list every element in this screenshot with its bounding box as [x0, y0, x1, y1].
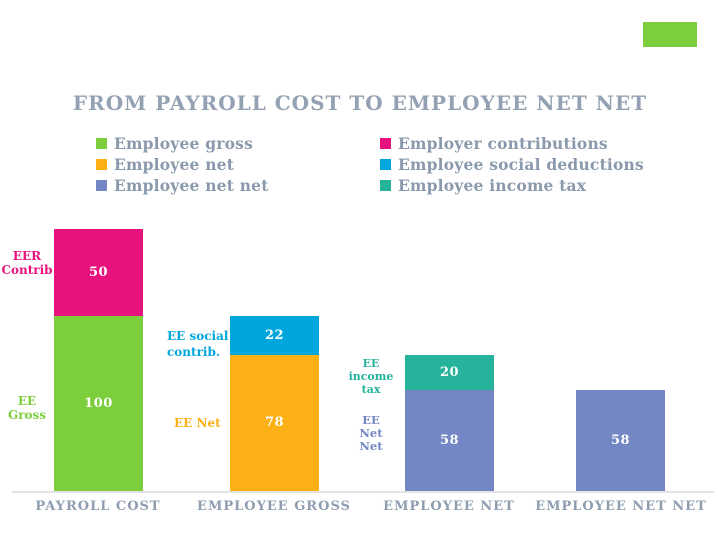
legend-label: Employee social deductions [398, 155, 644, 174]
legend: Employee gross Employee net Employee net… [0, 133, 720, 197]
legend-column-left: Employee gross Employee net Employee net… [96, 133, 269, 196]
annotation-eer-contrib: EER Contrib [0, 249, 54, 277]
annotation-line: EE [362, 357, 380, 370]
legend-label: Employee net net [114, 176, 269, 195]
segment-value-label: 20 [439, 364, 460, 380]
accent-rectangle [643, 22, 697, 47]
x-axis-label-employee-net-net: EMPLOYEE NET NET [535, 499, 707, 514]
legend-label: Employer contributions [398, 134, 608, 153]
legend-swatch-employee-net-net [96, 180, 107, 191]
annotation-line: EE [362, 413, 380, 427]
x-axis-label-payroll-cost: PAYROLL COST [35, 499, 161, 514]
segment-value-label: 100 [84, 396, 113, 411]
annotation-line: Gross [7, 408, 47, 422]
chart-title: FROM PAYROLL COST TO EMPLOYEE NET NET [72, 91, 648, 115]
legend-column-right: Employer contributions Employee social d… [380, 133, 644, 196]
x-axis-label-employee-gross: EMPLOYEE GROSS [197, 499, 351, 514]
annotation-line: Net [359, 439, 383, 453]
legend-item-employer-contributions: Employer contributions [380, 133, 644, 154]
annotation-ee-net-net: EE Net Net [348, 414, 394, 453]
segment-value-label: 78 [264, 415, 285, 431]
bar-segment-employee-social-deductions: 22 [230, 316, 319, 355]
bar-segment-employee-net-net: 58 [576, 389, 665, 491]
annotation-line: Contrib [1, 263, 53, 277]
bar-segment-employee-income-tax: 20 [405, 354, 494, 390]
legend-swatch-employer-contributions [380, 138, 391, 149]
annotation-line: contrib. [167, 345, 221, 359]
annotation-line: EER [12, 249, 42, 263]
legend-swatch-employee-gross [96, 138, 107, 149]
bar-segment-employer-contributions: 50 [54, 228, 143, 316]
legend-item-employee-net: Employee net [96, 154, 269, 175]
annotation-line: EE Net [174, 416, 221, 430]
annotation-line: tax [361, 383, 381, 396]
segment-value-label: 58 [439, 432, 460, 448]
legend-swatch-employee-income-tax [380, 180, 391, 191]
annotation-ee-net: EE Net [174, 416, 221, 430]
legend-label: Employee income tax [398, 176, 587, 195]
segment-value-label: 58 [610, 432, 631, 448]
annotation-ee-income-tax: EE income tax [348, 357, 394, 396]
legend-item-employee-net-net: Employee net net [96, 175, 269, 196]
segment-value-label: 22 [264, 327, 285, 343]
annotation-line: EE social [167, 329, 229, 343]
legend-item-employee-income-tax: Employee income tax [380, 175, 644, 196]
annotation-line: income [348, 370, 394, 383]
legend-swatch-employee-social-deductions [380, 159, 391, 170]
legend-label: Employee net [114, 155, 235, 174]
x-axis-label-employee-net: EMPLOYEE NET [383, 499, 515, 514]
segment-value-label: 50 [88, 264, 109, 280]
annotation-line: Net [359, 426, 383, 440]
annotation-line: EE [17, 394, 37, 408]
legend-item-employee-gross: Employee gross [96, 133, 269, 154]
bar-segment-employee-net-net: 58 [405, 389, 494, 491]
x-axis-line [12, 491, 714, 493]
annotation-ee-gross: EE Gross [0, 394, 54, 422]
annotation-ee-social-contrib: EE social contrib. [167, 328, 229, 360]
bar-segment-employee-net: 78 [230, 354, 319, 491]
legend-swatch-employee-net [96, 159, 107, 170]
bar-segment-employee-gross: 100 [54, 316, 143, 491]
legend-item-employee-social-deductions: Employee social deductions [380, 154, 644, 175]
legend-label: Employee gross [114, 134, 254, 153]
